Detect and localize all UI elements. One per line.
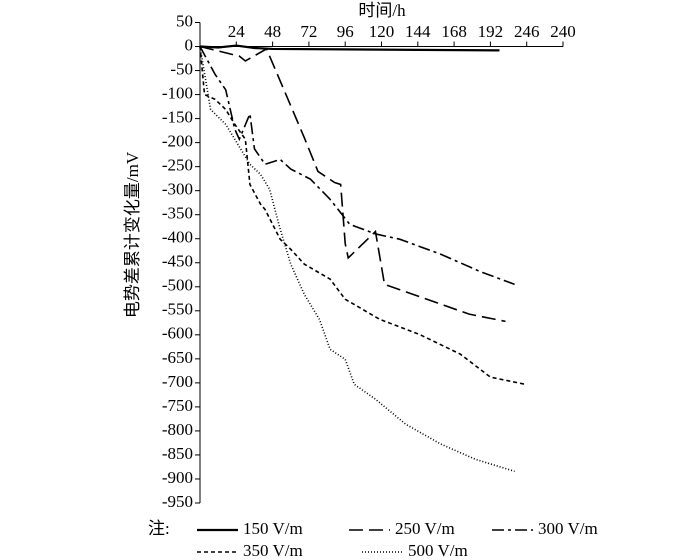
legend-label: 150 V/m (243, 519, 303, 538)
series-line (199, 44, 500, 52)
x-tick-label: 240 (550, 22, 576, 41)
x-tick-label: 168 (441, 22, 467, 41)
y-tick-label: -450 (162, 252, 193, 271)
series-line (199, 46, 515, 286)
series-line (199, 46, 526, 386)
y-tick-label: -750 (162, 396, 193, 415)
series-line (199, 46, 515, 473)
x-tick-label: 144 (405, 22, 431, 41)
x-tick-label: 24 (228, 22, 246, 41)
y-tick-label: -200 (162, 132, 193, 151)
y-tick-label: -150 (162, 108, 193, 127)
y-tick-label: -950 (162, 492, 193, 511)
legend-prefix: 注: (148, 519, 170, 538)
x-tick-label: 120 (369, 22, 395, 41)
y-axis-title: 电势差累计变化量/mV (123, 151, 142, 318)
x-axis-title: 时间/h (358, 1, 406, 20)
y-tick-label: -50 (170, 59, 193, 78)
series-line (199, 45, 506, 323)
legend-label: 500 V/m (408, 541, 468, 560)
y-tick-label: -850 (162, 444, 193, 463)
y-tick-label: -500 (162, 276, 193, 295)
y-tick-label: -800 (162, 420, 193, 439)
y-tick-label: -900 (162, 468, 193, 487)
y-tick-label: -550 (162, 300, 193, 319)
x-tick-label: 96 (337, 22, 354, 41)
y-tick-label: -100 (162, 83, 193, 102)
y-tick-label: -600 (162, 324, 193, 343)
x-tick-label: 48 (264, 22, 281, 41)
y-tick-label: -350 (162, 204, 193, 223)
y-tick-label: -250 (162, 156, 193, 175)
y-tick-label: -400 (162, 228, 193, 247)
y-tick-label: 0 (185, 35, 194, 54)
legend-label: 250 V/m (395, 519, 455, 538)
y-tick-label: -700 (162, 372, 193, 391)
x-tick-label: 246 (514, 22, 540, 41)
legend-label: 300 V/m (538, 519, 598, 538)
y-tick-label: -300 (162, 180, 193, 199)
y-tick-label: -650 (162, 348, 193, 367)
x-tick-label: 72 (300, 22, 317, 41)
y-tick-label: 50 (176, 11, 193, 30)
x-tick-label: 192 (478, 22, 504, 41)
legend-label: 350 V/m (243, 541, 303, 560)
